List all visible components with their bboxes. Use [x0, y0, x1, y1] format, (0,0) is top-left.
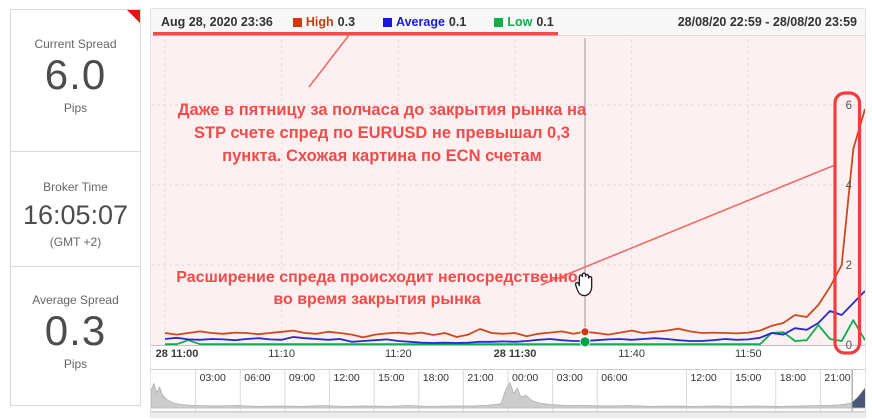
low-series-swatch-icon — [494, 17, 504, 27]
navigator[interactable]: 03:00 06:00 09:00 12:00 15:00 18:00 21:00 00:00… — [151, 369, 865, 412]
navigator-tick-label: 06:00 — [244, 372, 270, 384]
broker-time-value: 16:05:07 — [22, 200, 129, 230]
high-series-swatch-icon — [292, 17, 302, 27]
legend-item-low[interactable]: Low 0.1 — [494, 15, 554, 29]
navigator-tick-label: 21:00 — [824, 372, 850, 384]
legend-value-high: 0.3 — [337, 15, 356, 29]
navigator-tick-label: 06:00 — [601, 372, 627, 384]
navigator-tick-label: 15:00 — [378, 372, 404, 384]
navigator-tick-label: 03:00 — [557, 372, 583, 384]
x-axis: 28 11:00 11:10 11:20 28 11:30 11:40 11:50 — [151, 348, 865, 364]
legend-value-average: 0.1 — [448, 15, 467, 29]
x-axis-label: 11:10 — [268, 348, 296, 360]
navigator-tick-label: 12:00 — [334, 372, 360, 384]
legend-label-high: High — [305, 15, 334, 29]
x-axis-label: 11:50 — [734, 348, 762, 360]
current-spread-title: Current Spread — [34, 37, 117, 51]
tooltip-readout: Aug 28, 2020 23:36 High 0.3 Average 0.1 … — [161, 15, 576, 29]
legend-label-low: Low — [507, 15, 533, 29]
x-axis-label: 11:20 — [384, 348, 412, 360]
navigator-area — [151, 381, 865, 409]
navigator-tick-label: 12:00 — [691, 372, 717, 384]
alert-corner-icon — [127, 10, 140, 23]
sidebar: Current Spread 6.0 Pips Broker Time 16:0… — [10, 9, 141, 406]
chart-header: Aug 28, 2020 23:36 High 0.3 Average 0.1 … — [151, 9, 865, 36]
average-spread-value: 0.3 — [44, 307, 107, 354]
current-spread-value: 6.0 — [44, 51, 107, 98]
navigator-tick-label: 09:00 — [289, 372, 315, 384]
broker-time-card: Broker Time 16:05:07 (GMT +2) — [10, 151, 141, 267]
broker-time-title: Broker Time — [43, 180, 108, 194]
plot-area[interactable] — [151, 36, 865, 346]
legend-item-high[interactable]: High 0.3 — [292, 15, 356, 29]
average-series-swatch-icon — [383, 17, 393, 27]
current-spread-unit: Pips — [63, 101, 88, 116]
navigator-tick-label: 15:00 — [735, 372, 761, 384]
navigator-tick-label: 03:00 — [200, 372, 226, 384]
average-spread-card: Average Spread 0.3 Pips — [10, 266, 141, 406]
broker-time-zone: (GMT +2) — [49, 235, 102, 250]
navigator-tick-label: 21:00 — [467, 372, 493, 384]
average-spread-title: Average Spread — [32, 293, 119, 307]
navigator-tick-label: 18:00 — [423, 372, 449, 384]
legend-value-low: 0.1 — [536, 15, 554, 29]
spread-chart-panel: Aug 28, 2020 23:36 High 0.3 Average 0.1 … — [150, 8, 866, 418]
legend-item-average[interactable]: Average 0.1 — [383, 15, 466, 29]
current-spread-card: Current Spread 6.0 Pips — [10, 9, 141, 152]
legend-label-average: Average — [396, 15, 445, 29]
grab-cursor-icon — [571, 269, 601, 301]
navigator-selected-area — [852, 388, 865, 408]
tooltip-timestamp: Aug 28, 2020 23:36 — [161, 15, 273, 29]
average-spread-unit: Pips — [63, 357, 88, 372]
scrollbar-track[interactable] — [151, 412, 865, 418]
date-range-label: 28/08/20 22:59 - 28/08/20 23:59 — [677, 15, 857, 29]
navigator-tick-label: 00:00 — [512, 372, 538, 384]
x-axis-label: 28 11:00 — [155, 348, 199, 360]
x-axis-label: 11:40 — [618, 348, 646, 360]
navigator-tick-label: 18:00 — [780, 372, 806, 384]
x-axis-label: 28 11:30 — [493, 348, 537, 360]
